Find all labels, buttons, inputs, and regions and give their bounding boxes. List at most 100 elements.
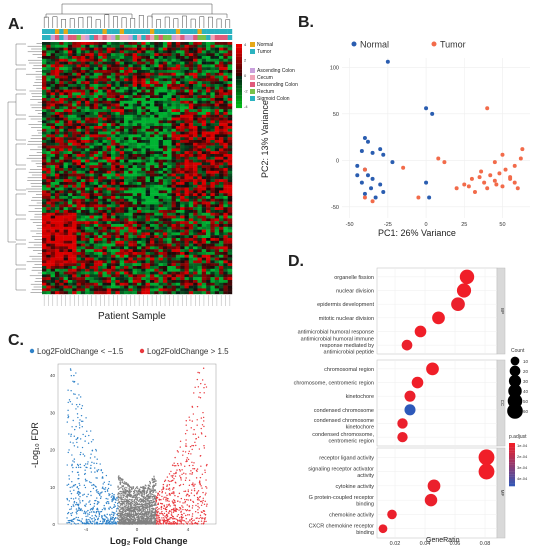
volcano-point [76,513,78,515]
heatmap-cell [188,221,194,225]
heatmap-cell [80,89,86,93]
heatmap-cell [214,117,220,121]
heatmap-cell [206,86,211,90]
heatmap-cell [89,67,95,71]
heatmap-cell [158,260,164,264]
heatmap-cell [145,232,151,236]
heatmap-cell [63,137,69,141]
heatmap-cell [141,246,146,250]
volcano-point [109,506,112,508]
heatmap-cell [80,70,86,73]
heatmap-cell [67,98,73,101]
heatmap-cell [219,277,224,281]
heatmap-cell [119,95,125,99]
heatmap-cell [227,201,233,205]
heatmap-cell [115,145,120,149]
heatmap-cell [175,207,181,211]
heatmap-cell [115,148,120,152]
volcano-point [79,396,82,398]
heatmap-cell [115,173,120,177]
heatmap-cell [50,70,56,73]
heatmap-cell [158,210,164,213]
heatmap-cell [42,137,47,141]
site-annotation-cell [67,35,73,40]
heatmap-cell [162,238,168,241]
heatmap-cell [180,162,185,166]
heatmap-cell [188,201,194,205]
heatmap-cell [42,288,47,292]
heatmap-cell [67,266,73,269]
heatmap-cell [197,271,202,275]
pca-point-normal [430,111,435,116]
heatmap-cell [214,95,220,99]
heatmap-cell [128,114,133,118]
heatmap-cell [188,114,194,118]
heatmap-cell [63,81,69,85]
heatmap-cell [175,56,181,59]
heatmap-cell [180,53,185,57]
heatmap-cell [227,162,233,166]
heatmap-cell [223,72,228,76]
heatmap-cell [98,72,103,76]
heatmap-cell [223,112,228,115]
heatmap-cell [193,47,198,51]
heatmap-cell [162,226,168,230]
heatmap-cell [158,128,164,132]
heatmap-cell [141,179,146,183]
heatmap-cell [141,184,146,188]
volcano-point [77,474,80,476]
heatmap-cell [214,182,220,185]
heatmap-cell [85,131,90,135]
volcano-point [97,500,99,503]
heatmap-cell [128,47,133,51]
heatmap-cell [188,215,194,219]
heatmap-cell [188,64,194,68]
heatmap-cell [50,78,56,82]
heatmap-cell [210,243,215,247]
heatmap-cell [76,257,82,261]
heatmap-cell [128,159,133,163]
heatmap-cell [89,134,95,138]
heatmap-cell [85,254,90,258]
heatmap-cell [106,187,112,191]
heatmap-cell [54,196,60,199]
volcano-point [87,513,89,515]
heatmap-cell [175,95,181,99]
heatmap-cell [59,190,64,194]
heatmap-cell [162,140,168,143]
heatmap-cell [137,95,142,99]
heatmap-cell [106,207,112,211]
heatmap-cell [184,207,190,211]
heatmap-cell [214,240,220,244]
heatmap-cell [54,266,60,269]
heatmap-cell [128,145,133,149]
heatmap-cell [206,53,211,57]
heatmap-cell [63,156,69,160]
heatmap-cell [93,285,99,289]
heatmap-cell [63,224,69,227]
heatmap-cell [111,218,116,222]
heatmap-cell [158,123,164,127]
volcano-point [93,505,95,507]
group-annotation-cell [180,29,185,34]
heatmap-cell [149,148,155,152]
heatmap-cell [137,126,142,129]
heatmap-cell [141,243,146,247]
heatmap-cell [85,249,90,253]
heatmap-cell [197,92,202,96]
heatmap-cell [119,78,125,82]
heatmap-cell [188,243,194,247]
heatmap-cell [201,117,207,121]
heatmap-cell [67,291,73,295]
heatmap-cell [80,162,86,166]
heatmap-cell [137,148,142,152]
heatmap-cell [175,50,181,54]
heatmap-cell [167,238,172,241]
heatmap-cell [54,75,60,79]
heatmap-cell [223,151,228,155]
heatmap-cell [227,254,233,258]
heatmap-cell [223,126,228,129]
heatmap-cell [145,106,151,110]
volcano-point [104,487,107,489]
heatmap-cell [85,92,90,96]
